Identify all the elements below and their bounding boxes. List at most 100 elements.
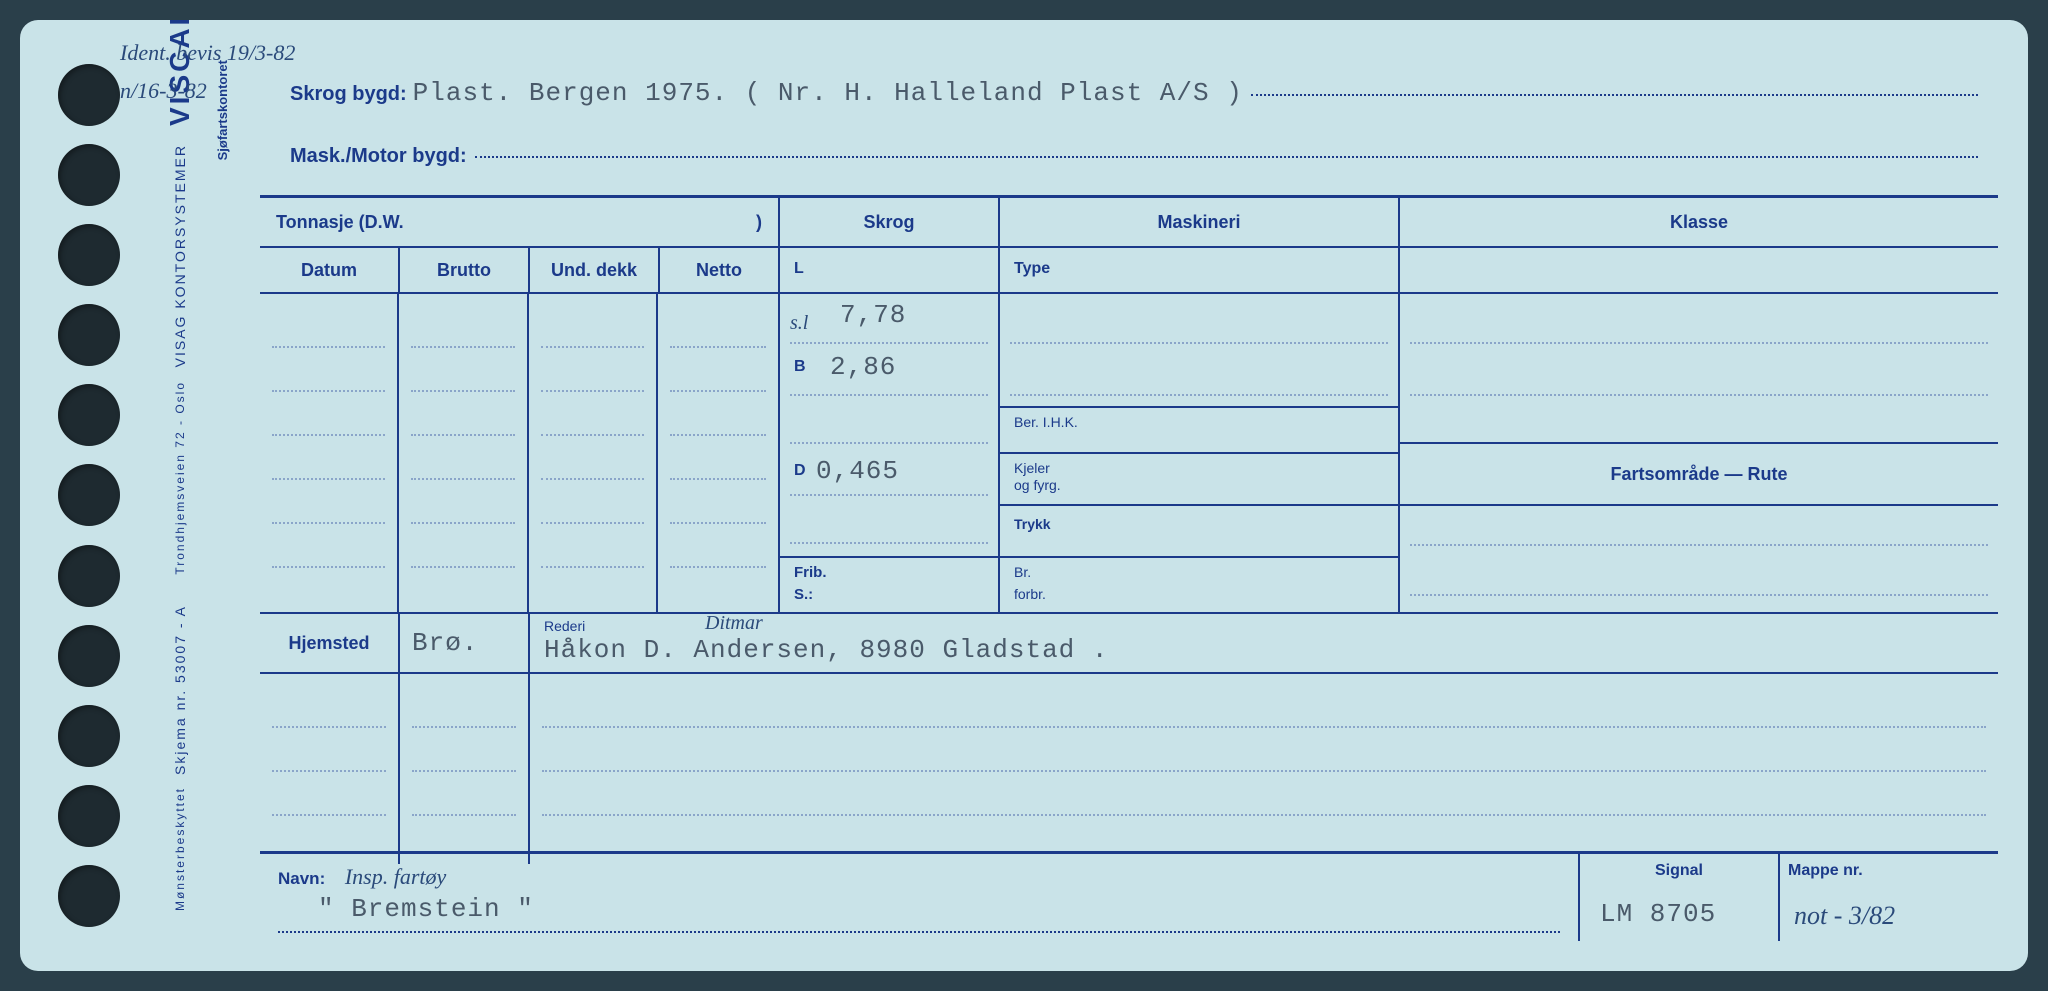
klasse-body: Fartsområde — Rute	[1400, 294, 1998, 612]
mappe-label: Mappe nr.	[1788, 862, 1863, 879]
klasse-empty	[1400, 248, 1998, 292]
hjemsted-label: Hjemsted	[288, 633, 369, 654]
L-value: 7,78	[840, 300, 906, 330]
hole	[58, 224, 120, 286]
signal-box: Signal LM 8705	[1578, 854, 1778, 941]
dot-line	[1010, 394, 1388, 396]
navn-row: Navn: Insp. fartøy " Bremstein " Signal …	[260, 851, 1998, 941]
col-brutto: Brutto	[400, 248, 530, 292]
tonnasje-body	[260, 294, 780, 612]
dot-line	[1410, 594, 1988, 596]
hole	[58, 545, 120, 607]
side-kontor: VISAG KONTORSYSTEMER	[172, 144, 188, 367]
hole	[58, 304, 120, 366]
brutto-label: Brutto	[437, 260, 491, 281]
hjemsted-bro: Brø.	[412, 628, 478, 658]
signal-value: LM 8705	[1600, 899, 1716, 929]
s-label: S.:	[794, 586, 813, 603]
skrog-L-cell: L	[780, 248, 1000, 292]
col-und-dekk: Und. dekk	[530, 248, 660, 292]
hole	[58, 464, 120, 526]
dot-lines	[272, 684, 386, 854]
lower-col3	[530, 674, 1998, 864]
navn-label: Navn:	[278, 869, 325, 888]
rederi-value: Håkon D. Andersen, 8980 Gladstad .	[544, 635, 1109, 665]
rederi-label: Rederi	[544, 618, 585, 634]
B-label: B	[794, 358, 806, 376]
lower-block	[260, 674, 1998, 864]
form-content: Ident. bevis 19/3-82 n/16-3-82 Skrog byg…	[260, 50, 1998, 941]
lower-col2	[400, 674, 530, 864]
h-div	[1400, 442, 1998, 444]
skrog-body: s.l 7,78 B 2,86 D 0,465 Frib. S.:	[780, 294, 1000, 612]
frib-label: Frib.	[794, 564, 827, 581]
klasse-label: Klasse	[1670, 212, 1728, 233]
signal-label: Signal	[1588, 862, 1770, 880]
maskineri-type-cell: Type	[1000, 248, 1400, 292]
body-row: s.l 7,78 B 2,86 D 0,465 Frib. S.:	[260, 294, 1998, 614]
forbr-label: forbr.	[1014, 586, 1046, 602]
brutto-cell	[399, 294, 529, 612]
h-div	[1400, 504, 1998, 506]
dot-line	[790, 342, 988, 344]
mappe-hw: not - 3/82	[1794, 901, 1895, 931]
h-div	[780, 556, 998, 558]
h-div	[1000, 556, 1398, 558]
tonnasje-close: )	[756, 212, 762, 233]
und-cell	[529, 294, 659, 612]
dot-line	[790, 442, 988, 444]
B-value: 2,86	[830, 352, 896, 382]
hole	[58, 705, 120, 767]
hw-ident: Ident. bevis 19/3-82	[120, 40, 295, 66]
dot-lines	[670, 304, 766, 602]
hole	[58, 625, 120, 687]
D-value: 0,465	[816, 456, 899, 486]
ber-label: Ber. I.H.K.	[1014, 414, 1078, 430]
navn-hw: Insp. fartøy	[345, 864, 446, 889]
punch-holes	[58, 20, 128, 971]
side-margin-right: Sjøfartskontoret	[215, 20, 245, 971]
type-label: Type	[1014, 260, 1050, 278]
hole	[58, 865, 120, 927]
brand-logo: VISCARD	[164, 20, 196, 126]
trykk-label: Trykk	[1014, 516, 1051, 532]
mask-bygd-row: Mask./Motor bygd:	[290, 145, 1978, 168]
hole	[58, 384, 120, 446]
index-card: VISCARD VISAG KONTORSYSTEMER Trondhjemsv…	[20, 20, 2028, 971]
navn-main: Navn: Insp. fartøy " Bremstein "	[260, 854, 1578, 941]
h-div	[1000, 504, 1398, 506]
dot-lines	[272, 304, 385, 602]
datum-cell	[260, 294, 399, 612]
dot-lines	[542, 684, 1986, 854]
hjemsted-row: Hjemsted Brø. Rederi Ditmar Håkon D. And…	[260, 614, 1998, 674]
col-skrog-header: Skrog	[780, 198, 1000, 246]
dot-line	[1410, 394, 1988, 396]
col-tonnasje-header: Tonnasje (D.W. )	[260, 198, 780, 246]
skrog-bygd-row: Skrog bygd: Plast. Bergen 1975. ( Nr. H.…	[290, 78, 1978, 108]
header-row-2: Datum Brutto Und. dekk Netto L Type	[260, 248, 1998, 294]
mask-label: Mask./Motor bygd:	[290, 145, 467, 168]
dotted-line	[475, 156, 1978, 158]
hole	[58, 64, 120, 126]
tonnasje-label: Tonnasje (D.W.	[276, 212, 404, 233]
hw-date: n/16-3-82	[120, 78, 207, 104]
col-netto: Netto	[660, 248, 780, 292]
dot-lines	[411, 304, 515, 602]
lower-col1	[260, 674, 400, 864]
netto-label: Netto	[696, 260, 742, 281]
dot-lines	[541, 304, 645, 602]
dotted-line	[1251, 94, 1978, 96]
col-klasse-header: Klasse	[1400, 198, 1998, 246]
netto-cell	[658, 294, 778, 612]
hjemsted-rederi-cell: Rederi Ditmar Håkon D. Andersen, 8980 Gl…	[530, 614, 1998, 672]
side-monster: Mønsterbeskyttet	[173, 787, 187, 911]
D-label: D	[794, 462, 806, 480]
side-skjema: Skjema nr. 53007 - A	[172, 605, 188, 775]
navn-value: " Bremstein "	[318, 894, 1560, 924]
L-prefix: s.l	[790, 312, 808, 335]
dot-line	[1410, 544, 1988, 546]
skrog-label: Skrog	[863, 212, 914, 233]
hjemsted-bro-cell: Brø.	[400, 614, 530, 672]
dot-lines	[412, 684, 516, 854]
hole	[58, 785, 120, 847]
